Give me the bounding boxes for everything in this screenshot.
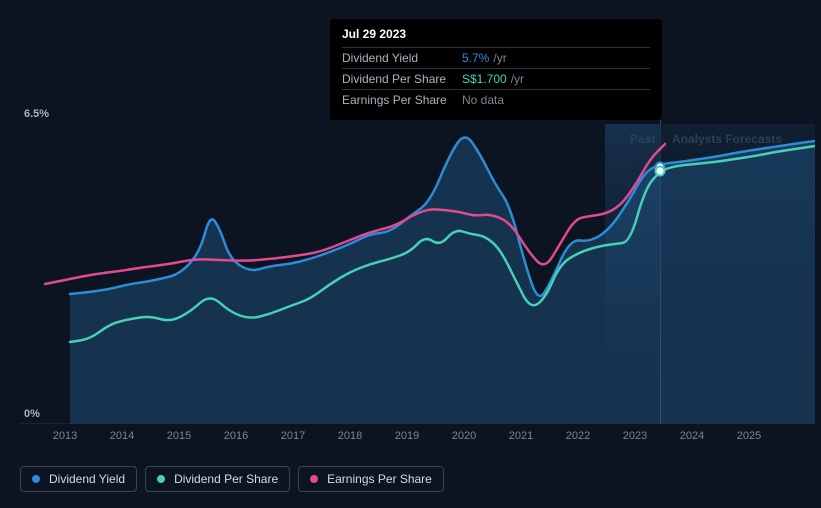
- marker-dot: [656, 167, 665, 176]
- x-tick: 2015: [167, 430, 191, 442]
- tooltip-row-value: No data: [462, 93, 504, 107]
- tooltip-row-label: Dividend Yield: [342, 51, 462, 65]
- x-tick: 2019: [395, 430, 419, 442]
- y-axis-top-label: 6.5%: [24, 108, 49, 120]
- line-chart: [20, 124, 815, 424]
- tooltip-row-label: Dividend Per Share: [342, 72, 462, 86]
- tooltip-row: Dividend Yield5.7% /yr: [342, 47, 650, 68]
- x-tick: 2022: [566, 430, 590, 442]
- x-tick: 2020: [452, 430, 476, 442]
- tooltip: Jul 29 2023 Dividend Yield5.7%/yrDividen…: [330, 19, 662, 120]
- legend-label: Earnings Per Share: [327, 472, 432, 486]
- legend: Dividend Yield Dividend Per Share Earnings…: [20, 466, 444, 492]
- tooltip-row-label: Earnings Per Share: [342, 93, 462, 107]
- x-tick: 2017: [281, 430, 305, 442]
- x-tick: 2016: [224, 430, 248, 442]
- legend-label: Dividend Yield: [49, 472, 125, 486]
- tooltip-row: Dividend Per ShareS$1.700/yr: [342, 68, 650, 89]
- x-tick: 2023: [623, 430, 647, 442]
- x-tick: 2014: [110, 430, 134, 442]
- legend-item[interactable]: Earnings Per Share: [298, 466, 444, 492]
- x-tick: 2025: [737, 430, 761, 442]
- legend-dot-icon: [310, 475, 318, 483]
- tooltip-row: Earnings Per ShareNo data: [342, 89, 650, 110]
- legend-label: Dividend Per Share: [174, 472, 278, 486]
- tooltip-row-value: S$1.700: [462, 72, 507, 86]
- x-tick: 2024: [680, 430, 704, 442]
- tooltip-row-value: 5.7%: [462, 51, 489, 65]
- x-tick: 2021: [509, 430, 533, 442]
- legend-item[interactable]: Dividend Yield: [20, 466, 137, 492]
- tooltip-date: Jul 29 2023: [342, 27, 650, 41]
- tooltip-row-suffix: /yr: [493, 51, 506, 65]
- tooltip-row-suffix: /yr: [511, 72, 524, 86]
- x-axis: 2013 2014 2015 2016 2017 2018 2019 2020 2021 2022…: [20, 430, 815, 450]
- legend-dot-icon: [32, 475, 40, 483]
- legend-item[interactable]: Dividend Per Share: [145, 466, 290, 492]
- x-tick: 2018: [338, 430, 362, 442]
- legend-dot-icon: [157, 475, 165, 483]
- x-tick: 2013: [53, 430, 77, 442]
